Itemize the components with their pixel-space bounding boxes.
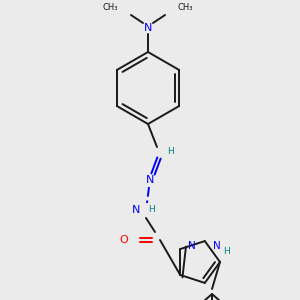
Text: H: H [223, 247, 230, 256]
Text: N: N [146, 175, 154, 185]
Text: N: N [132, 205, 140, 215]
Text: N: N [213, 241, 220, 251]
Text: O: O [120, 235, 128, 245]
Text: H: H [148, 206, 155, 214]
Text: CH₃: CH₃ [103, 4, 118, 13]
Text: H: H [168, 148, 174, 157]
Text: N: N [188, 241, 196, 251]
Text: CH₃: CH₃ [178, 4, 194, 13]
Text: N: N [144, 23, 152, 33]
